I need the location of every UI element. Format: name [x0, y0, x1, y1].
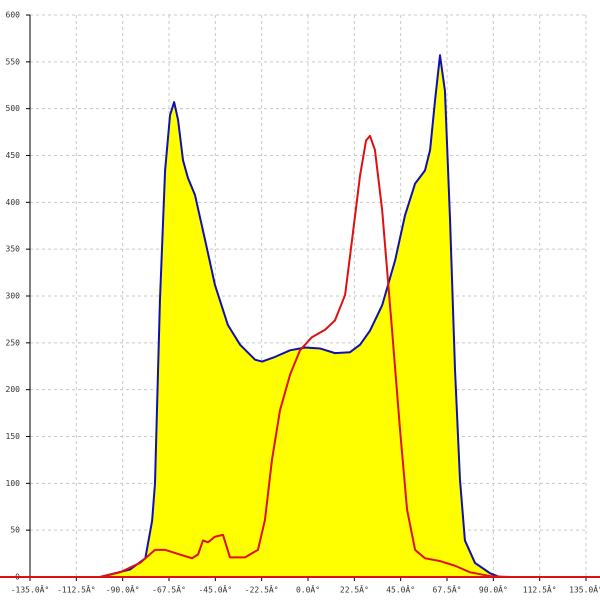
x-tick-label: -112.5Â° [57, 584, 96, 595]
y-tick-label: 550 [6, 57, 21, 66]
area-fill [30, 55, 586, 577]
x-tick-label: 22.5Â° [340, 584, 369, 595]
y-tick-label: 150 [6, 432, 21, 441]
series-line [30, 134, 586, 578]
x-tick-label: 0.0Â° [296, 584, 320, 595]
x-tick-label: -90.0Â° [106, 584, 140, 595]
x-tick-label: -135.0Â° [11, 584, 50, 595]
y-tick-label: 600 [6, 11, 21, 20]
series-line [30, 54, 586, 578]
y-tick-label: 200 [6, 385, 21, 394]
x-tick-label: -67.5Â° [152, 584, 186, 595]
y-tick-label: 350 [6, 245, 21, 254]
x-tick-label: 67.5Â° [433, 584, 462, 595]
x-tick-label: 135.0Â° [569, 584, 600, 595]
y-tick-label: 50 [10, 526, 20, 535]
x-tick-label: -45.0Â° [198, 584, 232, 595]
y-tick-label: 300 [6, 292, 21, 301]
y-tick-label: 400 [6, 198, 21, 207]
y-tick-label: 450 [6, 151, 21, 160]
x-tick-label: 45.0Â° [386, 584, 415, 595]
x-tick-label: 112.5Â° [523, 584, 557, 595]
x-tick-label: 90.0Â° [479, 584, 508, 595]
y-tick-label: 250 [6, 338, 21, 347]
x-tick-label: -22.5Â° [245, 584, 279, 595]
y-tick-label: 100 [6, 479, 21, 488]
y-tick-label: 500 [6, 104, 21, 113]
